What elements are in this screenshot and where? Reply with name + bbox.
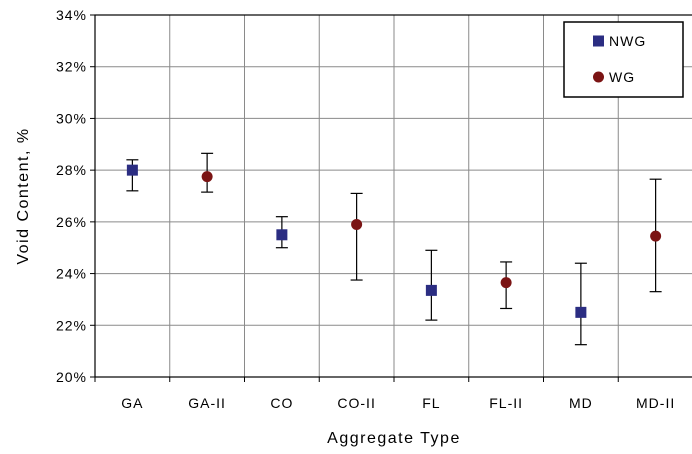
marker-square (425, 284, 437, 296)
data-point-nwg-co (275, 216, 288, 249)
legend-box (563, 21, 684, 98)
data-point-wg-fl-ii (500, 261, 513, 310)
x-tick-label: MD-II (636, 395, 675, 411)
y-tick-label: 22% (56, 317, 87, 333)
marker-square (126, 164, 138, 176)
y-tick-label: 20% (56, 369, 87, 385)
marker-circle (201, 171, 213, 183)
data-marks (126, 152, 662, 346)
data-point-wg-co-ii (350, 192, 363, 281)
y-tick-label: 24% (56, 266, 87, 282)
x-tick-label: CO-II (337, 395, 375, 411)
legend-marker-square (593, 35, 604, 47)
grid (95, 15, 692, 377)
x-axis-ticks: GA GA-II CO CO-II FL FL-II MD MD-II (94, 377, 675, 411)
y-tick-label: 34% (56, 7, 87, 23)
x-tick-label: FL-II (489, 395, 523, 411)
y-tick-label: 26% (56, 214, 87, 230)
x-tick-label: FL (422, 395, 440, 411)
marker-circle (351, 218, 363, 230)
legend-item-nwg: NWG (593, 33, 646, 49)
x-tick-label: GA (121, 395, 143, 411)
y-tick-label: 28% (56, 162, 87, 178)
x-tick-label: GA-II (188, 395, 226, 411)
legend-label: WG (609, 69, 635, 85)
legend: NWG WG (563, 21, 684, 98)
x-axis-title: Aggregate Type (327, 430, 461, 447)
y-axis-title: Void Content, % (15, 127, 32, 264)
y-tick-label: 32% (56, 59, 87, 75)
x-tick-label: MD (569, 395, 593, 411)
legend-item-wg: WG (593, 69, 635, 85)
y-axis-ticks: 20% 22% 24% 26% 28% 30% 32% 34% (56, 7, 95, 385)
data-point-nwg-fl (425, 249, 438, 321)
y-tick-label: 30% (56, 110, 87, 126)
marker-square (575, 306, 587, 318)
data-point-wg-ga-ii (201, 152, 214, 193)
data-point-wg-md-ii (649, 178, 662, 293)
marker-circle (500, 277, 512, 289)
marker-square (276, 229, 288, 241)
data-point-nwg-md (574, 262, 587, 346)
data-point-nwg-ga (126, 159, 139, 192)
legend-label: NWG (609, 33, 646, 49)
marker-circle (650, 230, 662, 242)
legend-marker-circle (593, 71, 604, 83)
x-tick-label: CO (270, 395, 293, 411)
